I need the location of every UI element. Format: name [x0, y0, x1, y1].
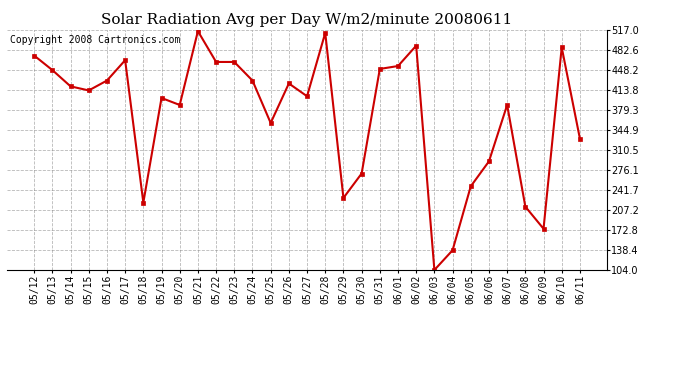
- Title: Solar Radiation Avg per Day W/m2/minute 20080611: Solar Radiation Avg per Day W/m2/minute …: [101, 13, 513, 27]
- Text: Copyright 2008 Cartronics.com: Copyright 2008 Cartronics.com: [10, 35, 180, 45]
